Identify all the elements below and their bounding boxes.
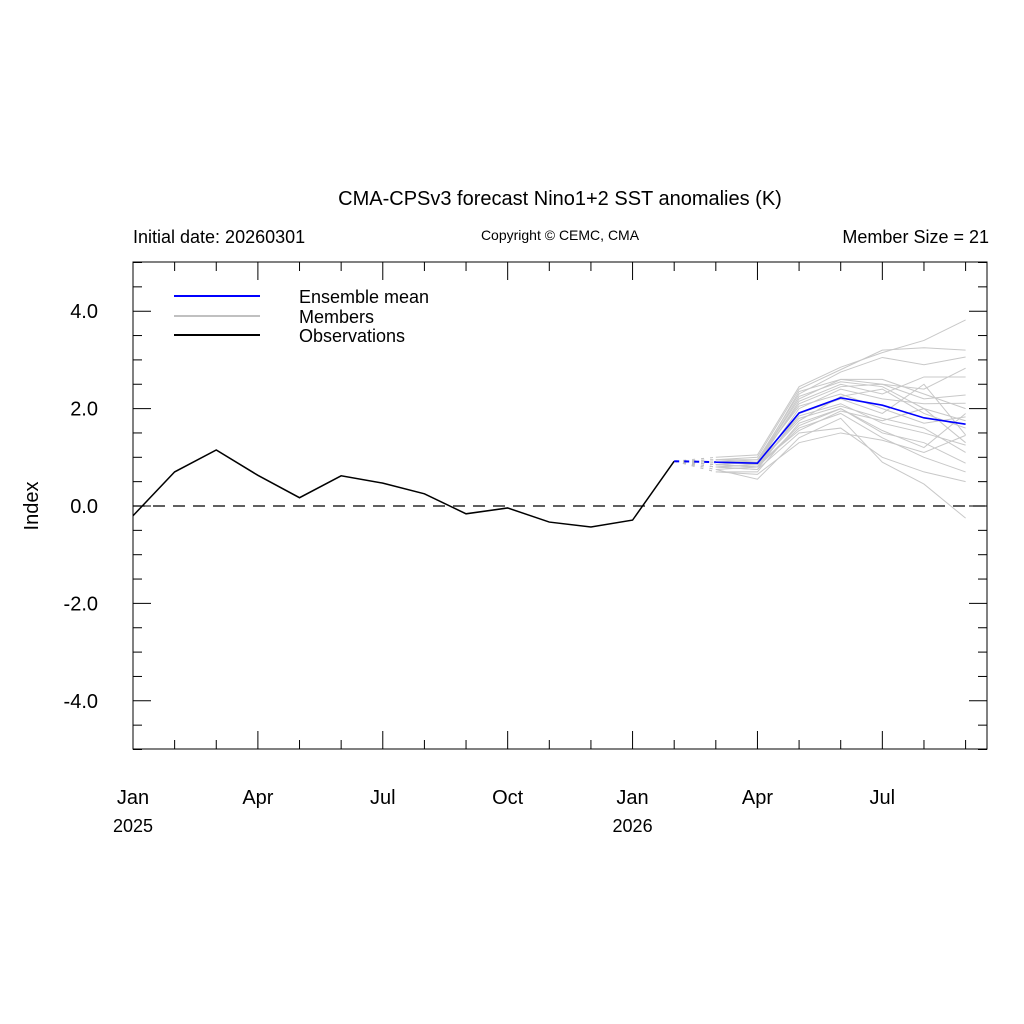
- y-tick-label: 2.0: [70, 399, 98, 421]
- legend: Ensemble mean Members Observations: [174, 287, 429, 346]
- member-line: [715, 417, 966, 519]
- ensemble-mean-connector: [674, 460, 716, 464]
- observations-line: [132, 449, 675, 528]
- x-year-label: 2026: [613, 816, 653, 836]
- legend-label-mean: Ensemble mean: [299, 287, 429, 307]
- chart-title: CMA-CPSv3 forecast Nino1+2 SST anomalies…: [338, 188, 782, 210]
- member-line: [715, 408, 966, 468]
- x-tick-label: Apr: [742, 787, 773, 809]
- member-line: [715, 319, 966, 458]
- member-line: [715, 378, 966, 466]
- member-size-label: Member Size = 21: [842, 227, 989, 247]
- member-line: [715, 432, 966, 475]
- x-tick-label: Apr: [242, 787, 273, 809]
- member-line: [715, 376, 966, 468]
- x-tick-label: Jan: [616, 787, 648, 809]
- x-tick-label: Oct: [492, 787, 524, 809]
- x-tick-label: Jul: [370, 787, 396, 809]
- member-line: [715, 393, 966, 461]
- y-tick-label: -2.0: [64, 593, 98, 615]
- member-connector: [674, 456, 716, 462]
- member-line: [715, 347, 966, 461]
- legend-label-members: Members: [299, 307, 374, 327]
- x-tick-label: Jan: [117, 787, 149, 809]
- y-tick-label: -4.0: [64, 691, 98, 713]
- legend-label-observations: Observations: [299, 326, 405, 346]
- member-line: [715, 383, 966, 470]
- copyright-label: Copyright © CEMC, CMA: [481, 227, 640, 243]
- member-line: [715, 427, 966, 483]
- initial-date-label: Initial date: 20260301: [133, 227, 305, 247]
- ensemble-mean-line: [715, 397, 966, 464]
- y-axis-label: Index: [21, 482, 43, 531]
- member-connector: [674, 460, 716, 466]
- member-line: [715, 367, 966, 466]
- y-tick-label: 4.0: [70, 301, 98, 323]
- member-line: [715, 388, 966, 466]
- y-tick-label: 0.0: [70, 496, 98, 518]
- x-tick-label: Jul: [870, 787, 896, 809]
- x-year-label: 2025: [113, 816, 153, 836]
- member-connector: [674, 459, 716, 462]
